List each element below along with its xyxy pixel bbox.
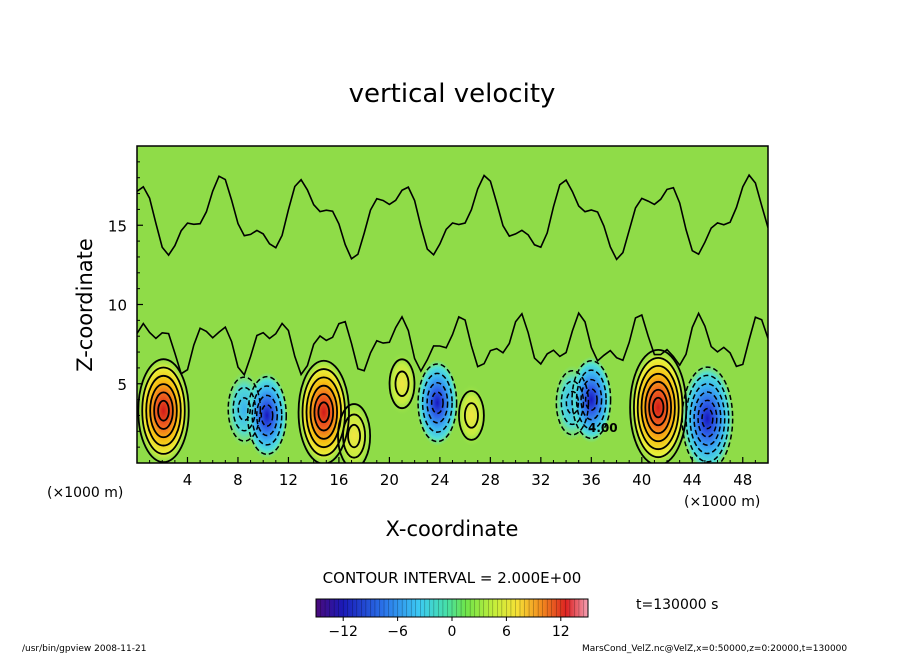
contour-ring: [149, 383, 178, 439]
contour-ring: [693, 391, 722, 446]
x-axis-unit-left: (×1000 m): [47, 485, 123, 501]
contour-ring: [317, 401, 331, 424]
contour-ring: [560, 380, 585, 426]
contour-ring: [394, 370, 410, 397]
contour-ring: [697, 399, 718, 438]
contour-ring: [305, 376, 342, 449]
contour-ring: [580, 378, 603, 421]
contour-interval-text: CONTOUR INTERVAL = 2.000E+00: [323, 569, 582, 587]
contour-lines: [137, 173, 768, 463]
x-tick-label: 48: [733, 471, 752, 489]
updraft-core: [386, 352, 418, 416]
x-tick-label: 44: [683, 471, 702, 489]
colorbar-tick-label: −6: [387, 624, 408, 640]
contour-ring: [421, 372, 453, 433]
contour-ring: [227, 376, 262, 442]
contour-ring: [388, 358, 416, 410]
contour-ring: [426, 381, 449, 424]
contour-ring: [417, 363, 458, 443]
contour-ring: [633, 356, 684, 459]
x-axis-unit-right: (×1000 m): [684, 494, 760, 510]
x-axis-label: X-coordinate: [386, 517, 519, 541]
x-tick-label: 24: [430, 471, 449, 489]
x-tick-label: 8: [233, 471, 243, 489]
y-axis: 5 10 15: [108, 161, 143, 448]
x-tick-label: 20: [380, 471, 399, 489]
contour-ring: [685, 374, 730, 463]
contour-ring: [256, 394, 278, 437]
contour-ring: [681, 366, 734, 463]
contour-ring: [309, 384, 338, 440]
contour-ring: [347, 423, 361, 449]
colorbar-tick-label: 12: [552, 624, 570, 640]
contour-ring: [458, 390, 485, 441]
plot-area: [137, 146, 768, 463]
updraft-core: [137, 355, 190, 463]
contour-ring: [251, 385, 283, 446]
contour-ring: [636, 364, 680, 451]
contour-ring: [652, 396, 665, 419]
contour-ring: [153, 391, 174, 430]
colorbar-tick-label: 6: [502, 624, 511, 640]
contour-ring: [640, 372, 676, 443]
contour-ring: [565, 390, 580, 415]
time-label: t=130000 s: [636, 597, 718, 613]
chart-title: vertical velocity: [349, 79, 556, 109]
contour-ring: [689, 382, 726, 455]
contour-value-label: 4.00: [588, 421, 618, 435]
x-tick-label: 12: [279, 471, 298, 489]
x-tick-label: 36: [582, 471, 601, 489]
contour-ring: [137, 358, 190, 463]
contour-ring: [648, 388, 669, 427]
updraft-core: [629, 346, 688, 463]
footer-left: /usr/bin/gpview 2008-11-21: [22, 644, 146, 654]
contour-ring: [246, 375, 288, 456]
x-axis: 4 8 12 16 20 24 28 32 36 40 44 48: [149, 457, 756, 489]
contour-ring: [237, 397, 252, 422]
y-tick-label: 5: [117, 376, 127, 394]
downdraft-core: [681, 363, 734, 463]
x-tick-label: 28: [481, 471, 500, 489]
y-tick-label: 10: [108, 297, 127, 315]
colorbar: −12 −6 0 6 12: [315, 598, 589, 640]
zero-contour: [137, 311, 768, 377]
contour-ring: [571, 360, 612, 440]
contour-ring: [297, 359, 350, 463]
colorbar-tick-label: −12: [328, 624, 358, 640]
contour-ring: [337, 403, 372, 463]
contour-ring: [145, 374, 182, 447]
contour-ring: [260, 404, 274, 427]
contour-ring: [575, 369, 607, 430]
x-tick-label: 4: [183, 471, 193, 489]
contour-ring: [301, 368, 346, 457]
upper-contour: [137, 173, 768, 261]
contour-ring: [555, 370, 590, 436]
colorbar-ticks: −12 −6 0 6 12: [328, 617, 570, 640]
contour-ring: [701, 407, 714, 430]
contour-ring: [463, 402, 479, 429]
contour-ring: [141, 366, 186, 455]
x-tick-label: 16: [329, 471, 348, 489]
colorbar-divisions: [320, 599, 584, 617]
contour-ring: [584, 388, 598, 411]
contour-ring: [157, 399, 170, 422]
colorbar-tick-label: 0: [448, 624, 457, 640]
downdraft-core: [416, 359, 459, 446]
contour-ring: [430, 391, 444, 415]
x-tick-label: 40: [632, 471, 651, 489]
y-tick-label: 15: [108, 217, 127, 235]
y-axis-label: Z-coordinate: [73, 238, 97, 372]
contour-ring: [644, 380, 672, 435]
x-tick-label: 32: [531, 471, 550, 489]
updraft-core: [456, 383, 487, 448]
contour-ring: [313, 393, 335, 432]
contour-ring: [342, 413, 367, 459]
footer-right: MarsCond_VelZ.nc@VelZ,x=0:50000,z=0:2000…: [582, 644, 847, 654]
contour-ring: [232, 386, 257, 432]
